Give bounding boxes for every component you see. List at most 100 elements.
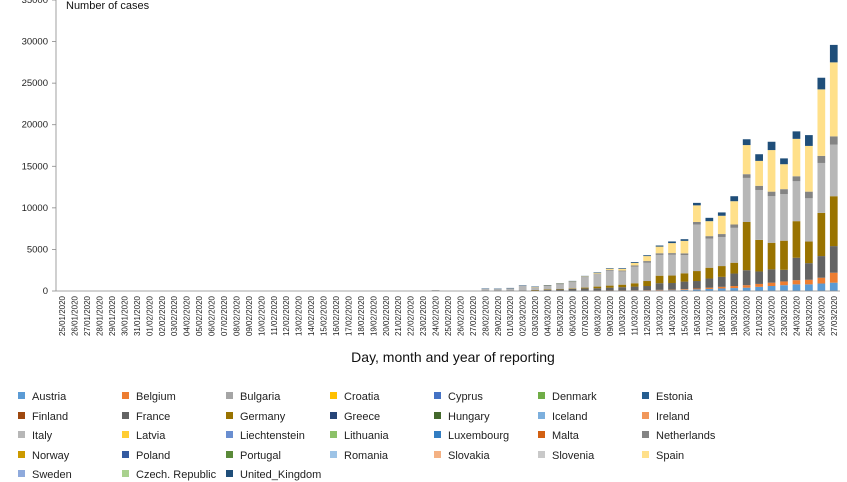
bar-segment (531, 287, 539, 290)
bar-segment (830, 283, 838, 291)
legend-swatch (434, 451, 441, 458)
x-tick-label: 08/03/2020 (593, 295, 602, 336)
bar-segment (805, 146, 813, 192)
bar-segment (656, 253, 664, 255)
bar-segment (668, 241, 676, 243)
legend-swatch (538, 451, 545, 458)
bar-segment (606, 288, 614, 291)
bar-segment (718, 237, 726, 266)
legend-item: Italy (18, 429, 52, 443)
x-tick-label: 26/03/2020 (817, 295, 826, 336)
bar-segment (793, 139, 801, 176)
legend-item: Greece (330, 410, 380, 424)
legend-item: Denmark (538, 390, 597, 404)
legend-item: Slovakia (434, 449, 490, 463)
bar-segment (581, 277, 589, 287)
legend-swatch (122, 431, 129, 438)
x-tick-label: 04/02/2020 (183, 295, 192, 336)
bar-segment (681, 289, 689, 290)
bar-segment (569, 282, 577, 288)
bar-segment (780, 194, 788, 241)
legend-label: Ireland (656, 411, 690, 423)
bar-segment (768, 196, 776, 243)
bar-segment (618, 287, 626, 290)
x-tick-label: 09/03/2020 (606, 295, 615, 336)
bar-segment (681, 255, 689, 273)
bar-segment (718, 266, 726, 277)
legend-label: Luxembourg (448, 430, 509, 442)
legend-swatch (538, 392, 545, 399)
bar-segment (805, 242, 813, 264)
legend-swatch (122, 470, 129, 477)
legend-swatch (434, 431, 441, 438)
bar-segment (730, 263, 738, 274)
legend-swatch (642, 431, 649, 438)
bar-segment (643, 256, 651, 261)
legend-item: Lithuania (330, 429, 389, 443)
legend-item: Cyprus (434, 390, 483, 404)
bar-segment (718, 216, 726, 234)
bar-segment (668, 276, 676, 283)
legend-label: Lithuania (344, 430, 389, 442)
bar-segment (743, 222, 751, 270)
x-tick-label: 22/03/2020 (768, 295, 777, 336)
legend-swatch (226, 392, 233, 399)
x-tick-label: 04/03/2020 (544, 295, 553, 336)
bar-segment (643, 255, 651, 256)
bar-segment (780, 281, 788, 285)
legend-swatch (434, 412, 441, 419)
bar-segment (730, 228, 738, 263)
x-tick-label: 26/02/2020 (456, 295, 465, 336)
bar-segment (581, 276, 589, 277)
x-tick-label: 11/02/2020 (270, 295, 279, 335)
bar-segment (743, 270, 751, 285)
legend-swatch (122, 412, 129, 419)
bar-segment (556, 284, 564, 289)
x-tick-label: 29/01/2020 (108, 295, 117, 336)
x-tick-label: 11/03/2020 (631, 295, 640, 335)
bar-segment (817, 163, 825, 213)
x-tick-label: 24/02/2020 (432, 295, 441, 336)
y-tick-label: 0 (43, 286, 48, 297)
bar-segment (581, 288, 589, 289)
legend-swatch (330, 451, 337, 458)
bar-segment (618, 268, 626, 269)
legend-label: Portugal (240, 450, 281, 462)
bar-segment (618, 271, 626, 284)
x-tick-label: 06/03/2020 (568, 295, 577, 336)
x-tick-label: 29/02/2020 (494, 295, 503, 336)
bar-segment (593, 272, 601, 273)
bar-segment (631, 265, 639, 266)
bar-segment (743, 285, 751, 287)
x-tick-label: 03/02/2020 (170, 295, 179, 336)
bar-segment (830, 136, 838, 144)
legend-label: Germany (240, 411, 285, 423)
x-tick-label: 10/03/2020 (618, 295, 627, 336)
x-tick-label: 16/02/2020 (332, 295, 341, 336)
bar-segment (656, 283, 664, 290)
legend-swatch (226, 431, 233, 438)
stacked-bar-chart: Number of cases 050001000015000200002500… (0, 0, 847, 390)
legend-label: Sweden (32, 469, 72, 481)
x-tick-label: 22/02/2020 (407, 295, 416, 336)
bar-segment (780, 189, 788, 194)
bar-segment (705, 288, 713, 289)
x-tick-label: 02/02/2020 (158, 295, 167, 336)
bar-segment (656, 276, 664, 283)
bar-segment (780, 158, 788, 164)
legend-label: Cyprus (448, 391, 483, 403)
x-tick-label: 28/01/2020 (96, 295, 105, 336)
x-tick-label: 14/03/2020 (668, 295, 677, 336)
legend-swatch (642, 412, 649, 419)
legend-label: Netherlands (656, 430, 715, 442)
bar-segment (693, 224, 701, 271)
legend-item: Slovenia (538, 449, 594, 463)
bar-segment (780, 270, 788, 282)
legend-label: Poland (136, 450, 170, 462)
legend-swatch (330, 431, 337, 438)
bar-segment (519, 286, 527, 291)
bar-segment (606, 286, 614, 288)
bar-segment (718, 212, 726, 215)
bar-segment (755, 154, 763, 161)
bar-segment (668, 283, 676, 290)
